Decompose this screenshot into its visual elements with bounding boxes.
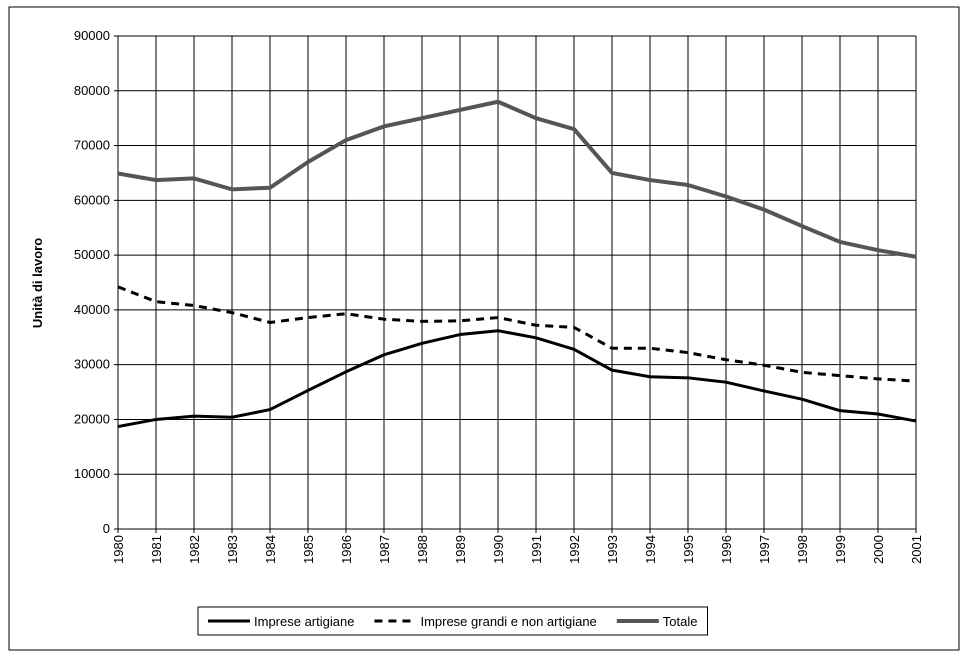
y-tick-label: 40000	[74, 302, 110, 317]
series-line	[117, 285, 917, 383]
x-tick-label: 1980	[111, 535, 126, 564]
x-tick-label: 1997	[757, 535, 772, 564]
x-tick-label: 1981	[149, 535, 164, 564]
x-tick-label: 1999	[833, 535, 848, 564]
series-line	[117, 99, 917, 259]
x-tick-label: 1988	[415, 535, 430, 564]
x-tick-label: 2001	[909, 535, 924, 564]
y-tick-label: 20000	[74, 411, 110, 426]
legend: Imprese artigiane Imprese grandi e non ar…	[197, 606, 708, 636]
x-tick-label: 1996	[719, 535, 734, 564]
x-tick-label: 1998	[795, 535, 810, 564]
chart-frame	[8, 6, 960, 651]
x-tick-label: 1990	[491, 535, 506, 564]
y-tick-label: 0	[103, 521, 110, 536]
x-tick-label: 1984	[263, 535, 278, 564]
x-tick-label: 1989	[453, 535, 468, 564]
x-tick-label: 1985	[301, 535, 316, 564]
x-tick-label: 1983	[225, 535, 240, 564]
series-line	[117, 329, 917, 429]
y-tick-label: 30000	[74, 357, 110, 372]
x-tick-label: 1992	[567, 535, 582, 564]
x-tick-label: 1982	[187, 535, 202, 564]
y-tick-label: 60000	[74, 192, 110, 207]
x-tick-label: 1987	[377, 535, 392, 564]
legend-label: Imprese artigiane	[254, 614, 354, 629]
y-tick-label: 70000	[74, 138, 110, 153]
x-tick-label: 1994	[643, 535, 658, 564]
y-tick-label: 80000	[74, 83, 110, 98]
x-tick-label: 1991	[529, 535, 544, 564]
x-tick-label: 1986	[339, 535, 354, 564]
x-tick-label: 1995	[681, 535, 696, 564]
legend-label: Imprese grandi e non artigiane	[420, 614, 596, 629]
y-axis-label: Unità di lavoro	[30, 238, 45, 328]
y-tick-label: 50000	[74, 247, 110, 262]
x-tick-label: 2000	[871, 535, 886, 564]
y-tick-label: 90000	[74, 28, 110, 43]
x-tick-label: 1993	[605, 535, 620, 564]
legend-label: Totale	[663, 614, 698, 629]
y-tick-label: 10000	[74, 466, 110, 481]
